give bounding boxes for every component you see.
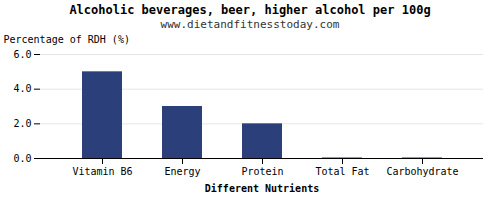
svg-text:Vitamin B6: Vitamin B6 [72,166,132,177]
svg-text:4.0: 4.0 [13,83,31,94]
svg-text:Different Nutrients: Different Nutrients [205,183,319,194]
svg-text:Percentage of RDH (%): Percentage of RDH (%) [4,34,130,45]
svg-text:2.0: 2.0 [13,118,31,129]
svg-text:6.0: 6.0 [13,49,31,60]
html-text:www.dietandfitnesstoday.com: www.dietandfitnesstoday.com [160,18,340,31]
svg-text:Protein: Protein [241,166,283,177]
svg-text:Energy: Energy [164,166,200,177]
html-text:Alcoholic beverages, beer, hig: Alcoholic beverages, beer, higher alcoho… [69,3,431,17]
svg-text:Carbohydrate: Carbohydrate [386,166,458,177]
svg-text:0.0: 0.0 [13,153,31,164]
svg-text:Total Fat: Total Fat [315,166,369,177]
